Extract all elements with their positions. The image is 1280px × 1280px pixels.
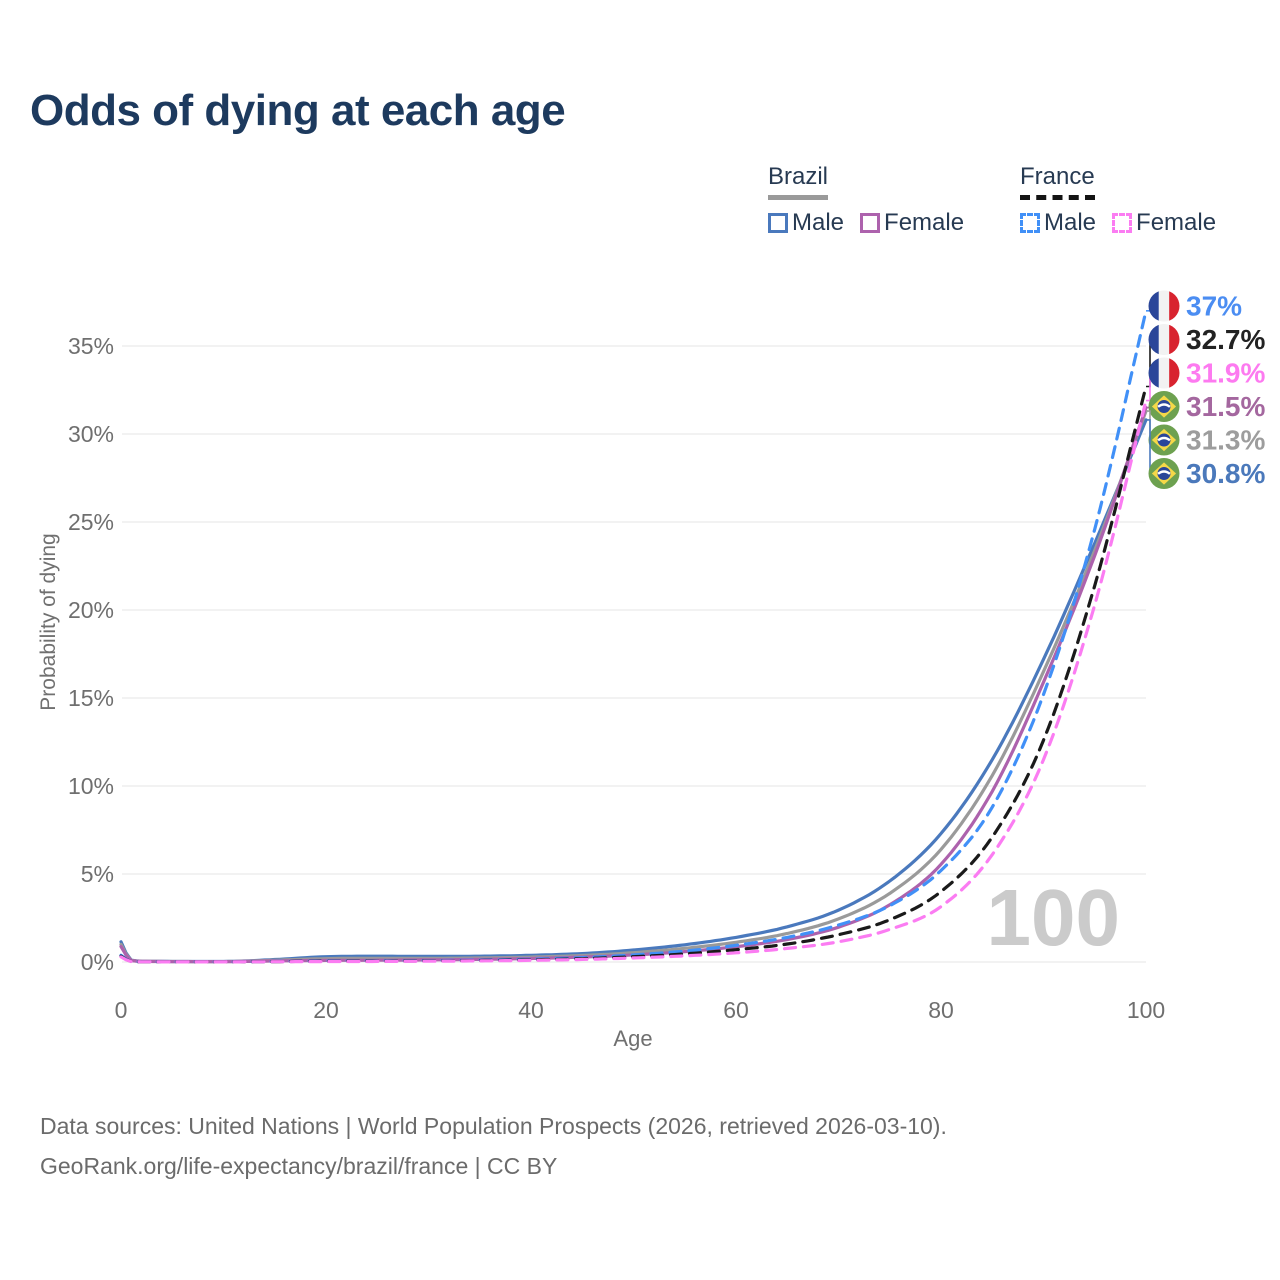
y-tick-label: 10% xyxy=(68,773,114,799)
x-axis-title: Age xyxy=(613,1026,653,1051)
france-female-swatch xyxy=(1112,213,1133,233)
footer: Data sources: United Nations | World Pop… xyxy=(40,1106,947,1186)
legend-france-female-label: Female xyxy=(1136,209,1217,236)
page-title: Odds of dying at each age xyxy=(30,86,566,135)
y-tick-label: 0% xyxy=(81,949,114,975)
france-flag-icon xyxy=(1148,357,1180,389)
france-flag-icon xyxy=(1148,290,1180,322)
footer-license-line: GeoRank.org/life-expectancy/brazil/franc… xyxy=(40,1153,558,1179)
end-label-france-male: 37% xyxy=(1186,291,1242,322)
age-watermark: 100 xyxy=(987,873,1120,962)
end-label-brazil-both-sexes: 31.3% xyxy=(1186,425,1265,456)
y-tick-label: 5% xyxy=(81,861,114,887)
x-tick-label: 0 xyxy=(115,997,128,1023)
legend-brazil-male-label: Male xyxy=(792,209,845,236)
series-line-france-male xyxy=(119,309,1148,964)
legend-france-title: France xyxy=(1020,163,1095,200)
legend-france-male-label: Male xyxy=(1044,209,1097,236)
brazil-flag-icon xyxy=(1148,424,1180,456)
y-tick-label: 30% xyxy=(68,421,114,447)
brazil-male-swatch xyxy=(768,213,788,233)
legend-brazil-female-label: Female xyxy=(884,209,965,236)
brazil-flag-icon xyxy=(1148,391,1180,422)
end-label-brazil-male: 30.8% xyxy=(1186,458,1265,489)
x-tick-label: 60 xyxy=(723,997,749,1023)
brazil-female-swatch xyxy=(860,213,881,233)
y-tick-label: 20% xyxy=(68,597,114,623)
y-tick-label: 35% xyxy=(68,333,114,359)
legend-group-brazil: Brazil Male Female xyxy=(768,163,980,237)
x-tick-label: 20 xyxy=(313,997,339,1023)
x-tick-label: 40 xyxy=(518,997,544,1023)
france-male-swatch xyxy=(1020,213,1040,233)
brazil-flag-icon xyxy=(1148,458,1180,489)
legend-brazil-title: Brazil xyxy=(768,163,829,200)
y-tick-label: 15% xyxy=(68,685,114,711)
x-tick-label: 100 xyxy=(1127,997,1165,1023)
end-label-france-both-sexes: 32.7% xyxy=(1186,324,1265,355)
end-label-brazil-female: 31.5% xyxy=(1186,391,1265,422)
series-line-france-female xyxy=(119,399,1148,964)
y-tick-label: 25% xyxy=(68,509,114,535)
end-label-france-female: 31.9% xyxy=(1186,358,1265,389)
x-tick-label: 80 xyxy=(928,997,954,1023)
legend-group-france: France Male Female xyxy=(1020,163,1232,237)
footer-source-line: Data sources: United Nations | World Pop… xyxy=(40,1113,947,1139)
france-flag-icon xyxy=(1148,324,1180,355)
